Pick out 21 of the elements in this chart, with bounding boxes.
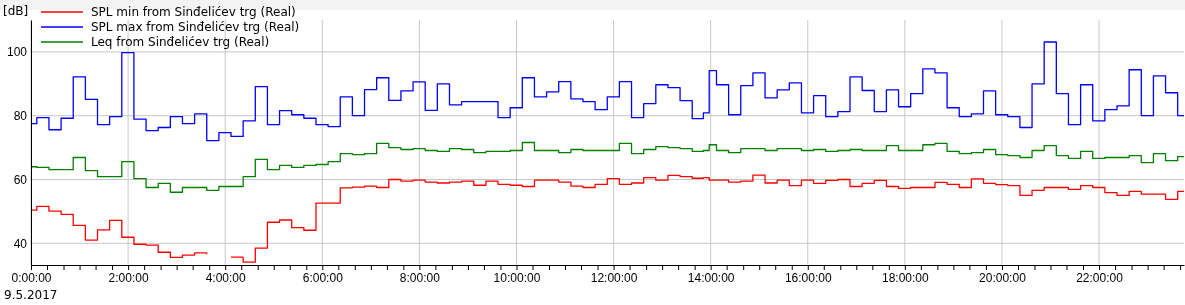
x-tick-label: 2:00:00	[108, 270, 149, 285]
legend-label: Leq from Sinđelićev trg (Real)	[91, 35, 270, 49]
legend-label: SPL min from Sinđelićev trg (Real)	[91, 5, 296, 19]
y-tick-label: 40	[13, 236, 28, 251]
x-tick-label: 14:00:00	[687, 270, 735, 285]
x-tick-label: 22:00:00	[1076, 270, 1124, 285]
x-tick-label: 8:00:00	[399, 270, 441, 285]
x-tick-label: 6:00:00	[302, 270, 344, 285]
x-tick-label: 10:00:00	[493, 270, 541, 285]
x-tick-label: 4:00:00	[205, 270, 247, 285]
x-tick-label: 20:00:00	[979, 270, 1027, 285]
x-tick-label: 16:00:00	[784, 270, 832, 285]
y-tick-label: 100	[6, 45, 28, 60]
y-tick-label: 80	[13, 109, 28, 124]
x-tick-label: 18:00:00	[881, 270, 930, 285]
text: 9.5.2017	[4, 288, 58, 302]
x-tick-label: 0:00:00	[11, 270, 52, 285]
y-tick-label: 60	[13, 172, 28, 187]
x-tick-label: 12:00:00	[590, 270, 638, 285]
y-axis-title: [dB]	[3, 4, 29, 18]
legend-label: SPL max from Sinđelićev trg (Real)	[91, 20, 300, 34]
